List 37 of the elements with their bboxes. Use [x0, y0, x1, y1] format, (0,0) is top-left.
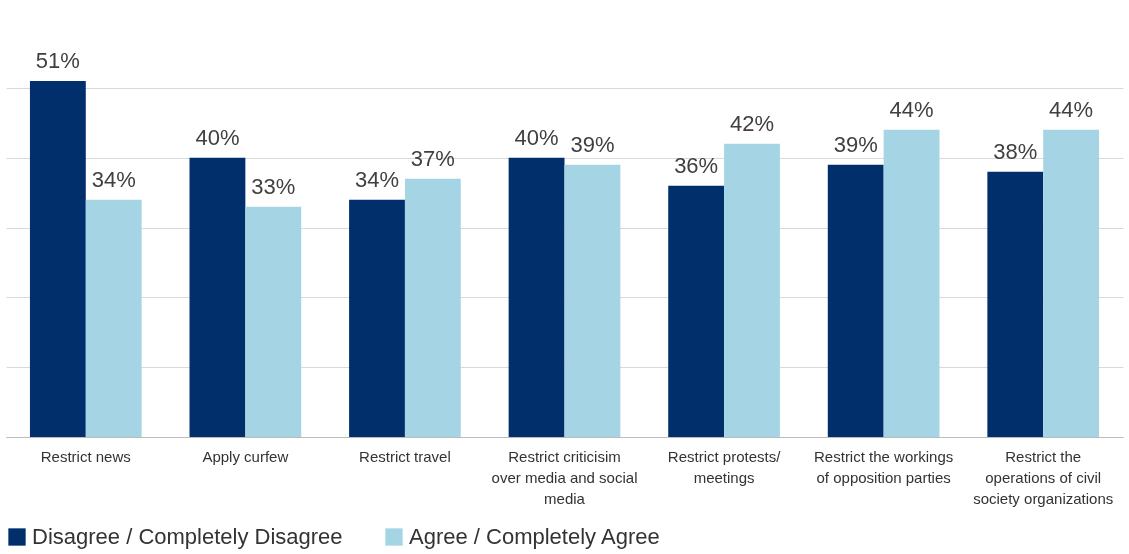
data-label: 42%: [729, 110, 775, 136]
legend-label: Disagree / Completely Disagree: [32, 524, 343, 549]
bar: [349, 199, 405, 437]
x-tick-label: Restrict travel: [359, 447, 451, 465]
data-label: 51%: [35, 48, 80, 73]
bar: [668, 185, 725, 437]
x-tick-label: Restrict news: [40, 447, 131, 465]
bar: [827, 164, 884, 437]
data-label: 39%: [833, 131, 878, 157]
x-tick-label: Restrict criticisim over media and social media: [491, 447, 638, 507]
x-tick-label: Restrict the workings of opposition parties: [814, 447, 954, 486]
data-label: 44%: [889, 96, 934, 122]
legend-label: Agree / Completely Agree: [409, 524, 660, 549]
bar: [564, 164, 621, 437]
bar: [189, 157, 246, 437]
data-label: 38%: [993, 138, 1038, 164]
data-label: 36%: [674, 152, 719, 178]
data-label: 40%: [514, 124, 559, 150]
bar: [29, 81, 86, 437]
data-label: 39%: [570, 131, 615, 157]
bar: [508, 157, 565, 437]
bar: [987, 171, 1044, 437]
data-label: 44%: [1049, 96, 1094, 122]
x-tick-label: Restrict the operations of civil society organizations: [973, 447, 1114, 507]
data-label: 37%: [410, 145, 455, 171]
bar: [724, 143, 780, 437]
x-tick-label: Apply curfew: [202, 447, 289, 465]
bar: [404, 178, 461, 437]
bar: [883, 129, 940, 437]
data-label: 34%: [354, 166, 400, 192]
data-label: 33%: [251, 173, 296, 199]
data-label: 34%: [91, 166, 136, 192]
x-tick-label: Restrict protests/ meetings: [667, 447, 782, 486]
data-label: 40%: [195, 124, 240, 150]
bar: [245, 206, 302, 437]
bar: [1043, 129, 1100, 437]
bar: [85, 199, 142, 437]
